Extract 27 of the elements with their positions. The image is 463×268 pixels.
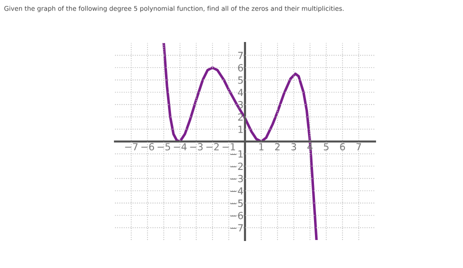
y-tick-label: 4 [238, 88, 244, 96]
y-tick-label: 3 [238, 101, 243, 108]
y-tick-label: −6 [230, 212, 243, 220]
x-tick-label: 7 [356, 143, 362, 150]
y-tick-label: −1 [230, 150, 243, 158]
x-tick-label: −1 [222, 143, 236, 150]
y-tick-label: −5 [230, 200, 243, 207]
x-tick-label: 2 [275, 143, 280, 150]
y-tick-label: 2 [238, 113, 243, 121]
x-tick-label: 6 [340, 143, 345, 150]
x-tick-label: −4 [174, 143, 187, 150]
y-tick-label: −7 [230, 224, 243, 232]
y-tick-label: 5 [238, 76, 243, 84]
y-tick-label: 1 [238, 126, 243, 133]
y-tick-label: −3 [230, 174, 243, 182]
y-tick-label: 7 [238, 52, 243, 60]
x-tick-label: −5 [158, 143, 170, 150]
y-tick-label: 6 [238, 64, 243, 72]
x-tick-label: 1 [259, 143, 264, 150]
x-tick-label: −7 [125, 143, 138, 150]
x-tick-label: 5 [324, 143, 328, 150]
x-tick-label: 3 [291, 143, 296, 150]
x-tick-label: −3 [190, 143, 203, 150]
x-tick-label: −6 [141, 143, 154, 150]
y-tick-label: −2 [230, 162, 243, 170]
x-tick-label: −2 [206, 143, 219, 150]
y-tick-label: −4 [230, 187, 244, 194]
